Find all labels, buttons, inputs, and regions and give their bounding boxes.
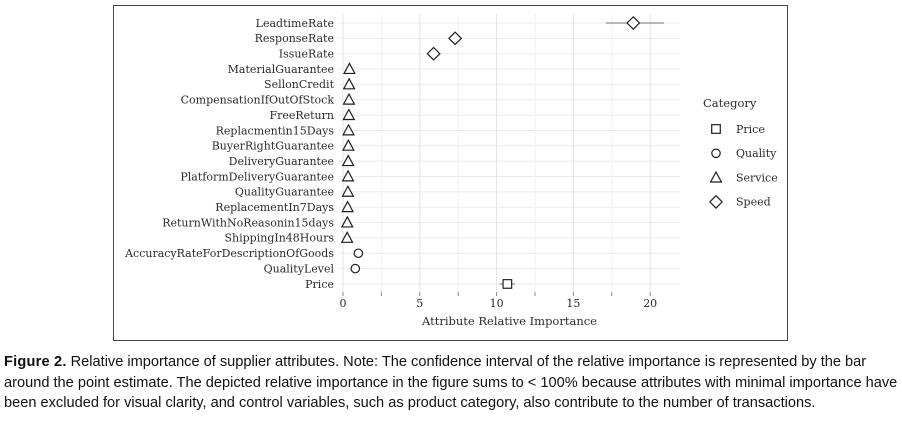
x-tick-label: 15: [566, 297, 580, 310]
point-marker: [341, 138, 355, 151]
x-tick-label: 5: [416, 297, 423, 310]
y-axis-label: ResponseRate: [255, 32, 334, 45]
point-marker: [353, 248, 364, 259]
importance-dot-plot: 0 5 10 15 20 LeadtimeRate ResponseRate IssueRat…: [124, 14, 778, 328]
y-axis-label: ReplacementIn7Days: [215, 201, 334, 214]
point-marker: [626, 15, 641, 31]
legend-triangle-icon: [709, 170, 723, 183]
y-axis-label: AccuracyRateForDescriptionOfGoods: [124, 247, 334, 260]
y-axis-label: SellonCredit: [264, 78, 335, 91]
point-marker: [350, 263, 361, 274]
figure-caption: Figure 2. Relative importance of supplier…: [4, 352, 898, 414]
y-axis-label: QualityLevel: [264, 262, 335, 275]
point-marker: [341, 154, 355, 167]
x-axis-title: Attribute Relative Importance: [421, 314, 597, 328]
point-marker: [340, 231, 354, 243]
y-axis-label: MaterialGuarantee: [228, 63, 334, 76]
point-marker: [341, 169, 355, 182]
x-tick-label: 20: [643, 297, 657, 310]
figure-panel: 0 5 10 15 20 LeadtimeRate ResponseRate IssueRat…: [113, 5, 788, 341]
y-axis-label: FreeReturn: [269, 109, 334, 122]
legend-label: Speed: [736, 196, 771, 209]
figure-label: Figure 2.: [4, 354, 67, 370]
x-tick-label: 0: [340, 297, 347, 310]
y-axis-label: PlatformDeliveryGuarantee: [180, 170, 334, 183]
point-marker: [340, 215, 354, 228]
point-marker: [341, 184, 355, 197]
point-marker: [342, 77, 356, 90]
y-axis-label: Replacmentin15Days: [216, 124, 335, 137]
y-axis-label: IssueRate: [279, 48, 334, 61]
legend-title: Category: [703, 96, 757, 110]
point-marker: [343, 62, 356, 75]
legend-circle-icon: [711, 148, 721, 159]
y-axis-label: BuyerRightGuarantee: [212, 140, 334, 153]
point-marker: [502, 279, 513, 289]
legend-label: Service: [736, 171, 778, 184]
y-axis-label: Price: [305, 278, 334, 291]
caption-text: Relative importance of supplier attribut…: [4, 354, 898, 411]
y-axis-label: CompensationIfOutOfStock: [181, 94, 335, 107]
point-marker: [341, 200, 355, 213]
legend-label: Quality: [736, 147, 777, 160]
point-marker: [426, 46, 441, 61]
x-tick-label: 10: [490, 297, 504, 310]
point-marker: [342, 123, 355, 136]
y-axis-label: DeliveryGuarantee: [229, 155, 334, 168]
y-axis-label: ReturnWithNoReasonin15days: [162, 216, 334, 229]
point-marker: [342, 108, 356, 121]
point-marker: [448, 31, 463, 46]
legend-label: Price: [736, 123, 765, 136]
y-axis-label: ShippingIn48Hours: [225, 232, 335, 245]
legend-diamond-icon: [708, 194, 724, 209]
y-axis-label: QualityGuarantee: [235, 186, 334, 199]
legend-square-icon: [711, 124, 721, 134]
point-marker: [342, 92, 356, 105]
y-axis-label: LeadtimeRate: [256, 17, 334, 30]
